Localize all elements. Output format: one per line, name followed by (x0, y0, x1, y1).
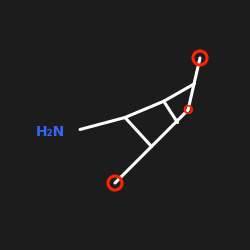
Text: O: O (183, 104, 193, 117)
Text: H₂N: H₂N (36, 125, 65, 139)
